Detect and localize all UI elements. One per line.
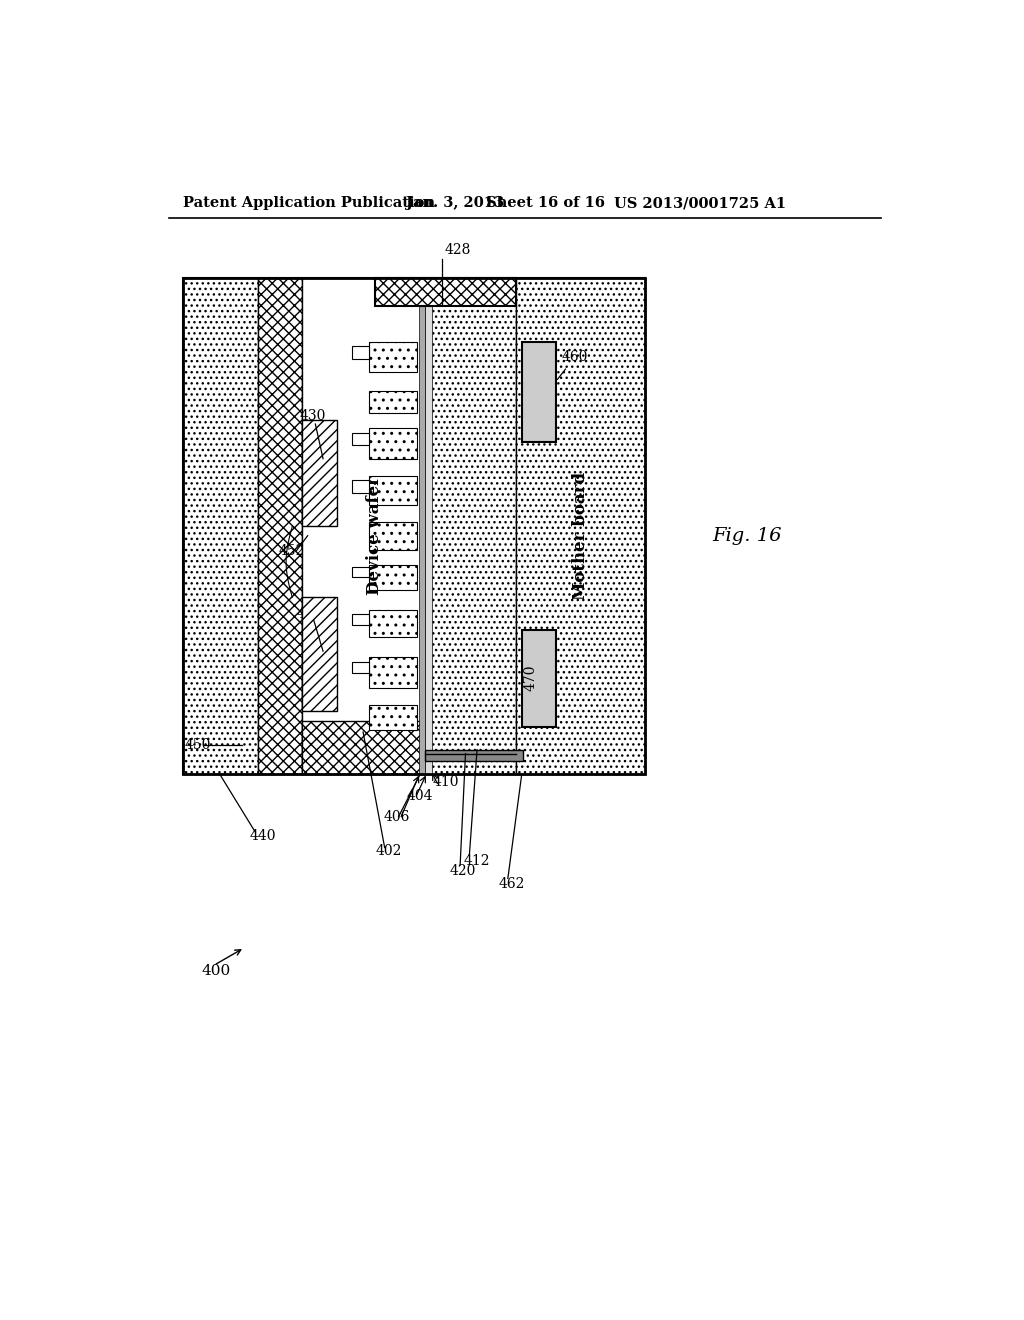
Bar bbox=[301, 597, 337, 711]
Text: 402: 402 bbox=[376, 845, 401, 858]
Bar bbox=[370, 565, 417, 590]
Text: 406: 406 bbox=[383, 809, 410, 824]
Bar bbox=[370, 342, 417, 372]
Bar bbox=[425, 277, 515, 775]
Text: 440: 440 bbox=[250, 829, 276, 843]
Bar bbox=[301, 277, 425, 775]
Bar bbox=[425, 277, 432, 775]
Bar bbox=[370, 705, 417, 730]
Bar bbox=[183, 277, 645, 775]
Text: US 2013/0001725 A1: US 2013/0001725 A1 bbox=[614, 197, 786, 210]
Bar bbox=[521, 630, 556, 726]
Text: 452: 452 bbox=[279, 544, 305, 558]
Text: Sheet 16 of 16: Sheet 16 of 16 bbox=[486, 197, 605, 210]
Bar bbox=[370, 428, 417, 459]
Bar bbox=[370, 521, 417, 549]
Text: Jan. 3, 2013: Jan. 3, 2013 bbox=[407, 197, 505, 210]
Text: 430: 430 bbox=[300, 409, 327, 424]
Bar bbox=[352, 614, 370, 626]
Text: 412: 412 bbox=[463, 854, 489, 867]
Text: 404: 404 bbox=[407, 789, 433, 803]
Bar bbox=[352, 346, 370, 359]
Bar bbox=[419, 277, 425, 775]
Bar bbox=[301, 420, 337, 527]
Text: 460: 460 bbox=[557, 350, 588, 380]
Text: 450: 450 bbox=[184, 738, 211, 752]
Text: Device wafer: Device wafer bbox=[367, 477, 383, 595]
Text: 428: 428 bbox=[444, 243, 471, 257]
Text: Patent Application Publication: Patent Application Publication bbox=[183, 197, 435, 210]
Text: Mother board: Mother board bbox=[571, 471, 589, 599]
Bar bbox=[258, 277, 301, 775]
Text: 462: 462 bbox=[499, 876, 525, 891]
Bar bbox=[370, 657, 417, 688]
Bar bbox=[352, 663, 370, 673]
Bar bbox=[376, 277, 515, 306]
Text: 420: 420 bbox=[450, 863, 476, 878]
Text: 470: 470 bbox=[523, 665, 538, 692]
Bar bbox=[301, 721, 425, 775]
Text: 432: 432 bbox=[297, 607, 324, 622]
Bar bbox=[352, 566, 370, 577]
Text: 400: 400 bbox=[202, 964, 230, 978]
Bar bbox=[521, 342, 556, 442]
Bar bbox=[370, 610, 417, 638]
Text: 410: 410 bbox=[432, 775, 459, 789]
Bar bbox=[352, 433, 370, 445]
Bar bbox=[370, 475, 417, 506]
Bar bbox=[183, 277, 645, 775]
Bar bbox=[425, 750, 523, 760]
Bar bbox=[370, 391, 417, 412]
Bar bbox=[515, 277, 645, 775]
Bar bbox=[352, 480, 370, 492]
Bar bbox=[183, 277, 258, 775]
Text: Fig. 16: Fig. 16 bbox=[713, 527, 782, 545]
